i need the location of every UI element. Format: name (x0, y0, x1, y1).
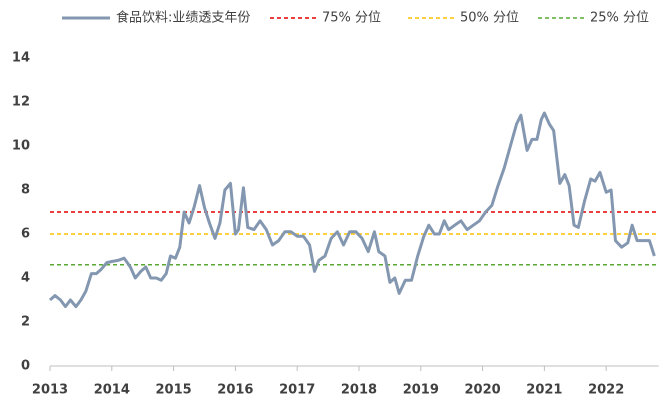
legend-label: 食品饮料:业绩透支年份 (116, 10, 250, 26)
y-tick-label: 2 (21, 315, 30, 330)
legend-label: 25% 分位 (590, 11, 649, 26)
x-tick-label: 2017 (279, 383, 315, 398)
y-tick-label: 10 (12, 139, 30, 154)
legend-label: 75% 分位 (322, 11, 381, 26)
y-tick-label: 0 (21, 359, 30, 374)
y-tick-label: 4 (21, 271, 30, 286)
x-tick-label: 2018 (341, 383, 377, 398)
x-tick-label: 2020 (464, 383, 500, 398)
x-tick-label: 2013 (32, 383, 68, 398)
x-tick-label: 2016 (217, 383, 253, 398)
y-tick-label: 12 (12, 95, 30, 110)
x-tick-label: 2019 (403, 383, 439, 398)
x-tick-label: 2021 (526, 383, 562, 398)
x-tick-label: 2022 (588, 383, 624, 398)
legend-label: 50% 分位 (460, 11, 519, 26)
x-tick-label: 2015 (156, 383, 192, 398)
y-tick-label: 6 (21, 227, 30, 242)
y-tick-label: 14 (12, 51, 30, 66)
data-line (49, 111, 656, 309)
y-tick-label: 8 (21, 183, 30, 198)
x-tick-label: 2014 (94, 383, 130, 398)
